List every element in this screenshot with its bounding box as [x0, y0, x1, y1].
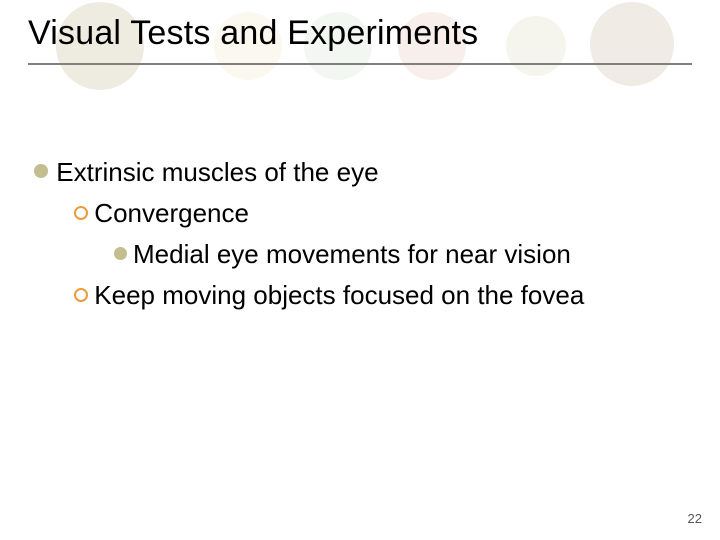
bullet-ring-icon [74, 288, 88, 302]
bullet-text: Convergence [94, 198, 249, 228]
title-block: Visual Tests and Experiments [28, 14, 692, 65]
bullet-ring-icon [74, 206, 88, 220]
bullet-level-1: Keep moving objects focused on the fovea [74, 278, 680, 313]
bullet-text: Keep moving objects focused on the fovea [94, 280, 584, 310]
bullet-level-1: Convergence [74, 196, 680, 231]
title-underline [28, 63, 692, 65]
bullet-disc-icon [34, 164, 48, 178]
page-number: 22 [688, 511, 702, 526]
bullet-text: Medial eye movements for near vision [133, 239, 571, 269]
bullet-level-2: Medial eye movements for near vision [114, 237, 680, 272]
bullet-disc-icon [114, 247, 127, 260]
bullet-level-0: Extrinsic muscles of the eye [34, 155, 680, 190]
slide-title: Visual Tests and Experiments [28, 14, 692, 53]
slide-body: Extrinsic muscles of the eye Convergence… [34, 155, 680, 319]
slide: Visual Tests and Experiments Extrinsic m… [0, 0, 720, 540]
bullet-text: Extrinsic muscles of the eye [56, 157, 378, 187]
